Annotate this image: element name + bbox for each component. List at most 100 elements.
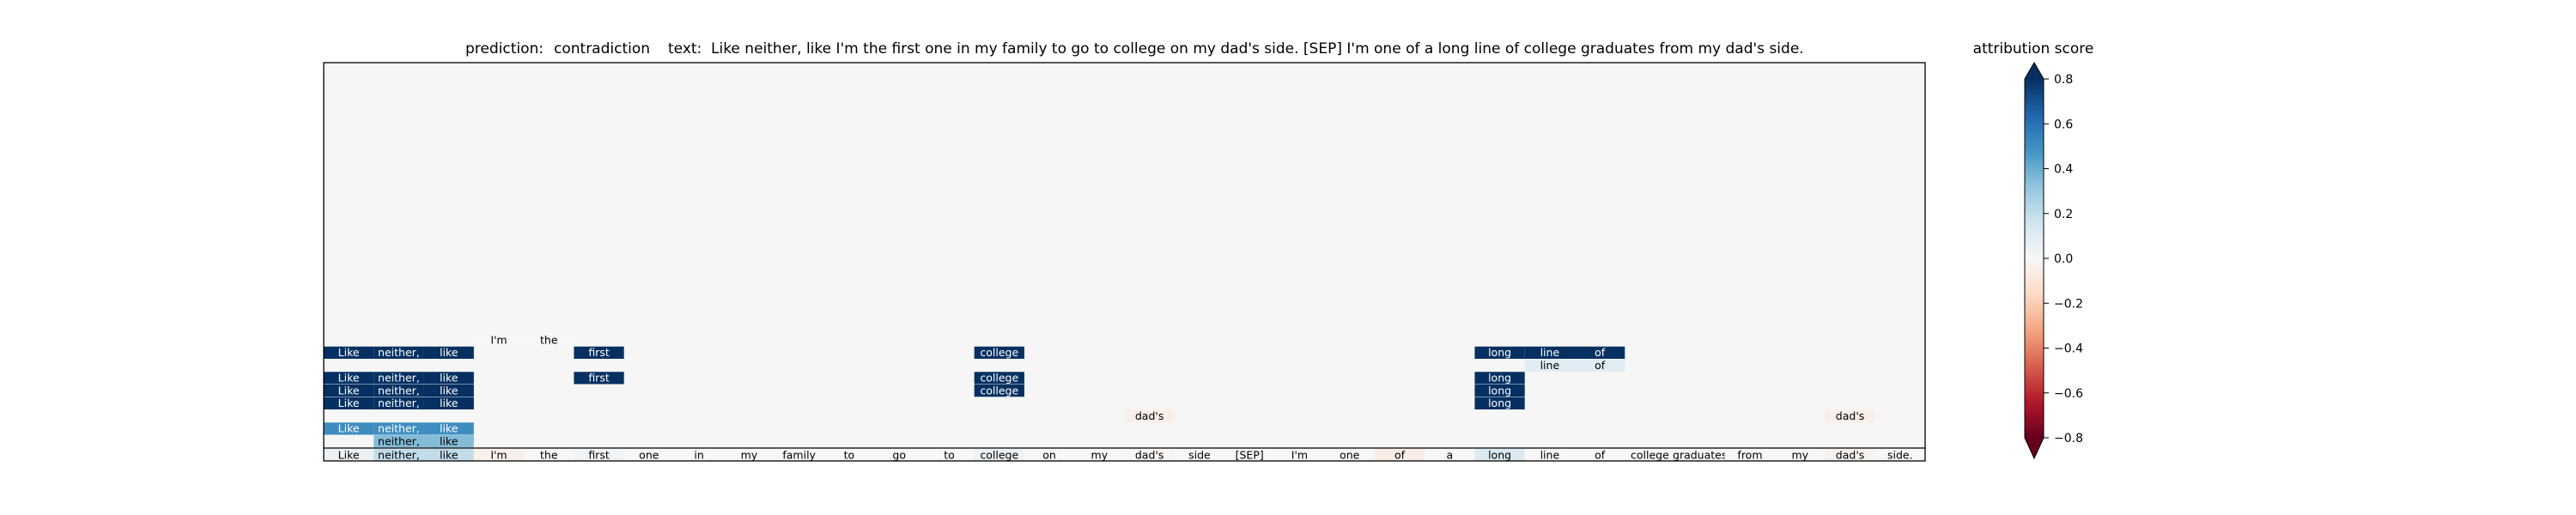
colorbar-label: attribution score — [1973, 40, 2094, 58]
token-label: neither, — [378, 397, 420, 409]
token-label: long — [1488, 346, 1511, 359]
token-label: long — [1488, 384, 1511, 397]
token-label: family — [782, 448, 816, 461]
token-label: my — [1091, 448, 1109, 461]
heatmap-cell — [423, 449, 474, 462]
token-label: neither, — [378, 372, 420, 385]
token-label: neither, — [378, 434, 420, 447]
heatmap-cell — [1224, 449, 1275, 462]
heatmap-cell — [623, 449, 674, 462]
token-label: Like — [338, 422, 360, 435]
heatmap-cell — [574, 449, 624, 462]
heatmap-cell — [423, 372, 474, 385]
heatmap-cell — [974, 372, 1024, 385]
colorbar-tick-label: 0.2 — [2054, 208, 2073, 221]
heatmap-cell — [1174, 449, 1225, 462]
heatmap-cell — [1474, 397, 1525, 409]
token-label: Like — [338, 448, 360, 461]
token-label: side. — [1887, 448, 1913, 461]
text-label: text: — [668, 40, 702, 58]
heatmap-cell — [324, 397, 374, 409]
token-label: on — [1042, 448, 1056, 461]
token-label: dad's — [1135, 409, 1163, 422]
colorbar-tick-label: 0.0 — [2054, 252, 2073, 266]
heatmap-cell — [1575, 359, 1625, 372]
token-label: one — [1340, 448, 1360, 461]
token-label: a — [1446, 448, 1453, 461]
heatmap-cell — [1074, 449, 1125, 462]
token-label: college — [1631, 448, 1669, 461]
heatmap-cell — [374, 372, 424, 385]
token-label: graduates — [1673, 448, 1727, 461]
token-label: line — [1540, 359, 1560, 372]
token-label: neither, — [378, 346, 420, 359]
plot-background — [324, 63, 1925, 461]
heatmap-cell — [374, 397, 424, 409]
token-label: like — [440, 346, 459, 359]
heatmap-cell — [1724, 449, 1776, 462]
token-label: the — [540, 448, 558, 461]
token-label: one — [639, 448, 659, 461]
heatmap-cell — [1324, 449, 1375, 462]
token-label: line — [1540, 346, 1560, 359]
token-label: to — [844, 448, 855, 461]
token-label: I'm — [1291, 448, 1308, 461]
heatmap-cell — [324, 385, 374, 397]
heatmap-cell — [974, 346, 1024, 359]
heatmap-cell — [1775, 449, 1826, 462]
token-label: college — [980, 346, 1018, 359]
token-label: like — [440, 434, 459, 447]
text-value: Like neither, like I'm the first one in … — [711, 40, 1804, 58]
heatmap-cell — [1825, 409, 1875, 422]
colorbar-tick-label: 0.6 — [2054, 118, 2073, 131]
heatmap-cell — [1625, 449, 1675, 462]
heatmap-cell — [1474, 385, 1525, 397]
heatmap-cell — [1674, 449, 1725, 462]
token-label: long — [1488, 448, 1511, 461]
heatmap-cell — [1524, 346, 1575, 359]
colorbar-gradient — [2025, 79, 2044, 438]
token-label: long — [1488, 397, 1511, 409]
heatmap-cell — [724, 449, 775, 462]
token-label: side — [1188, 448, 1211, 461]
token-label: I'm — [490, 448, 507, 461]
heatmap-cell — [1474, 372, 1525, 385]
token-label: my — [1791, 448, 1808, 461]
token-label: like — [440, 384, 459, 397]
colorbar-max-extend — [2025, 63, 2044, 79]
heatmap-cell — [1474, 346, 1525, 359]
colorbar: 0.8 0.6 0.4 0.2 0.0 −0.2 −0.4 −0.6 −0.8 — [2024, 62, 2083, 460]
colorbar-tick-label: −0.6 — [2054, 387, 2083, 401]
token-label: college — [980, 372, 1018, 385]
colorbar-tick-label: −0.8 — [2054, 432, 2083, 445]
token-label: I'm — [490, 333, 507, 346]
token-label: dad's — [1836, 448, 1864, 461]
heatmap-cell — [574, 372, 624, 385]
heatmap-cell — [1825, 449, 1875, 462]
heatmap-cell — [524, 334, 574, 347]
heatmap-cell — [823, 449, 875, 462]
prediction-value: contradiction — [554, 40, 650, 58]
colorbar-min-extend — [2025, 438, 2044, 458]
token-label: dad's — [1135, 448, 1163, 461]
heatmap-cell — [423, 346, 474, 359]
heatmap-cell — [1425, 449, 1475, 462]
token-label: like — [440, 397, 459, 409]
heatmap-cell — [1374, 449, 1425, 462]
token-label: [SEP] — [1236, 448, 1264, 461]
token-label: my — [741, 448, 758, 461]
token-label: dad's — [1836, 409, 1864, 422]
token-label: like — [440, 448, 459, 461]
token-label: Like — [338, 384, 360, 397]
heatmap-cell — [324, 422, 374, 435]
heatmap-cell — [473, 334, 525, 347]
heatmap-cell — [374, 449, 424, 462]
token-label: first — [588, 448, 610, 461]
token-label: of — [1394, 448, 1406, 461]
heatmap-cell — [1124, 409, 1175, 422]
colorbar-tick-label: 0.4 — [2054, 163, 2073, 177]
plot-frame — [323, 62, 1926, 462]
heatmap-cell — [1575, 346, 1625, 359]
colorbar-tick-label: 0.8 — [2054, 73, 2073, 87]
prediction-label: prediction: — [465, 40, 544, 58]
